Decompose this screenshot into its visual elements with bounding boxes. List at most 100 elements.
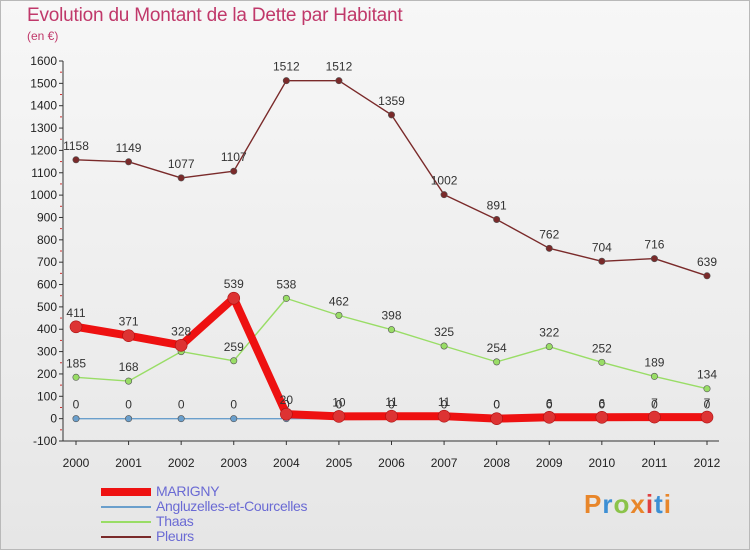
legend-label-angluzelles: Angluzelles-et-Courcelles	[156, 498, 308, 514]
legend-label-pleurs: Pleurs	[156, 528, 194, 544]
data-label-marigny: 20	[280, 393, 294, 407]
data-label-thaas: 325	[434, 325, 454, 339]
data-label-marigny: 11	[438, 395, 451, 409]
data-point-marigny	[385, 409, 398, 423]
data-label-marigny: 6	[598, 396, 605, 410]
data-label-angluzelles-et-courcelles: 0	[651, 398, 658, 412]
data-label-marigny: 7	[704, 396, 711, 410]
data-label-angluzelles-et-courcelles: 0	[283, 398, 290, 412]
x-tick-label: 2008	[483, 456, 510, 470]
data-label-angluzelles-et-courcelles: 0	[493, 398, 500, 412]
y-tick-label: 1600	[30, 54, 57, 68]
data-point-pleurs	[493, 215, 501, 223]
y-tick-label: 500	[37, 300, 57, 314]
x-tick-label: 2000	[63, 456, 90, 470]
data-label-thaas: 185	[66, 356, 86, 370]
data-point-angluzelles-et-courcelles	[72, 415, 80, 423]
data-point-pleurs	[703, 272, 711, 280]
data-label-pleurs: 716	[644, 238, 664, 252]
data-point-pleurs	[545, 244, 553, 252]
data-label-thaas: 189	[644, 355, 664, 369]
data-point-angluzelles-et-courcelles	[125, 415, 133, 423]
data-point-thaas	[72, 373, 80, 381]
x-tick-label: 2006	[378, 456, 405, 470]
data-label-pleurs: 1512	[273, 60, 300, 74]
y-tick-label: 300	[37, 345, 57, 359]
data-point-marigny	[69, 320, 83, 334]
y-tick-label: 1200	[30, 143, 57, 157]
data-point-marigny	[595, 411, 609, 424]
legend-swatch-marigny	[101, 488, 151, 496]
x-tick-label: 2011	[642, 456, 668, 470]
y-tick-label: 900	[37, 210, 57, 224]
data-label-pleurs: 1158	[63, 139, 89, 153]
y-tick-label: 1300	[30, 121, 57, 135]
data-point-marigny	[542, 411, 556, 424]
data-point-pleurs	[387, 111, 395, 119]
legend-swatch-thaas	[101, 521, 151, 523]
series-line-pleurs	[75, 79, 708, 277]
data-point-thaas	[598, 358, 606, 366]
data-point-marigny	[332, 410, 346, 423]
data-point-thaas	[230, 357, 238, 365]
y-tick-label: 800	[37, 233, 57, 247]
data-label-pleurs: 1149	[116, 141, 142, 155]
x-tick-label: 2009	[536, 456, 563, 470]
data-label-marigny: 411	[66, 306, 85, 320]
y-tick-label: 100	[37, 389, 57, 403]
legend-label-marigny: MARIGNY	[156, 483, 220, 499]
data-label-angluzelles-et-courcelles: 0	[230, 398, 237, 412]
data-label-angluzelles-et-courcelles: 0	[441, 398, 448, 412]
x-tick-label: 2007	[431, 456, 458, 470]
y-tick-label: 0	[50, 412, 57, 426]
data-label-angluzelles-et-courcelles: 0	[178, 398, 185, 412]
data-point-pleurs	[72, 156, 80, 164]
data-point-thaas	[335, 311, 343, 319]
data-label-thaas: 168	[119, 360, 139, 374]
data-label-marigny: 6	[546, 396, 553, 410]
x-tick-label: 2002	[168, 456, 195, 470]
data-point-thaas	[282, 294, 290, 302]
logo-letter: P	[584, 489, 603, 519]
data-label-angluzelles-et-courcelles: 0	[546, 398, 553, 412]
data-label-thaas: 252	[592, 341, 612, 355]
data-label-pleurs: 1077	[168, 157, 195, 171]
legend-swatch-angluzelles	[101, 506, 151, 508]
data-label-thaas: 322	[539, 326, 559, 340]
data-point-pleurs	[598, 257, 606, 265]
y-tick-label: 1000	[30, 188, 57, 202]
y-tick-label: 1500	[30, 76, 57, 90]
data-point-marigny	[648, 410, 661, 424]
data-label-angluzelles-et-courcelles: 0	[388, 398, 395, 412]
data-point-angluzelles-et-courcelles	[177, 415, 185, 423]
data-point-marigny	[227, 291, 241, 305]
data-label-angluzelles-et-courcelles: 0	[704, 398, 711, 412]
data-label-angluzelles-et-courcelles: 0	[73, 398, 80, 412]
data-point-thaas	[650, 372, 658, 380]
data-label-pleurs: 1002	[431, 174, 458, 188]
data-point-thaas	[387, 326, 395, 334]
data-point-pleurs	[650, 255, 658, 263]
data-label-angluzelles-et-courcelles: 0	[125, 398, 132, 412]
data-label-pleurs: 1512	[326, 60, 353, 74]
y-tick-label: 600	[37, 278, 57, 292]
logo-letter: o	[613, 489, 631, 519]
data-point-pleurs	[230, 167, 238, 175]
x-tick-label: 2001	[115, 456, 142, 470]
data-label-pleurs: 1359	[378, 94, 405, 108]
data-label-thaas: 398	[381, 309, 401, 323]
data-point-thaas	[493, 358, 501, 366]
logo-letter: i	[663, 489, 672, 519]
proxiti-logo: Proxiti	[584, 489, 672, 520]
y-tick-label: 1400	[30, 99, 57, 113]
data-label-pleurs: 1107	[221, 150, 247, 164]
data-label-marigny: 11	[385, 395, 398, 409]
data-point-thaas	[125, 377, 133, 385]
legend-swatch-pleurs	[101, 536, 151, 538]
data-label-pleurs: 704	[592, 240, 612, 254]
data-label-pleurs: 639	[697, 255, 717, 269]
x-tick-label: 2003	[220, 456, 247, 470]
logo-letter: t	[654, 489, 664, 519]
data-point-pleurs	[282, 77, 290, 85]
